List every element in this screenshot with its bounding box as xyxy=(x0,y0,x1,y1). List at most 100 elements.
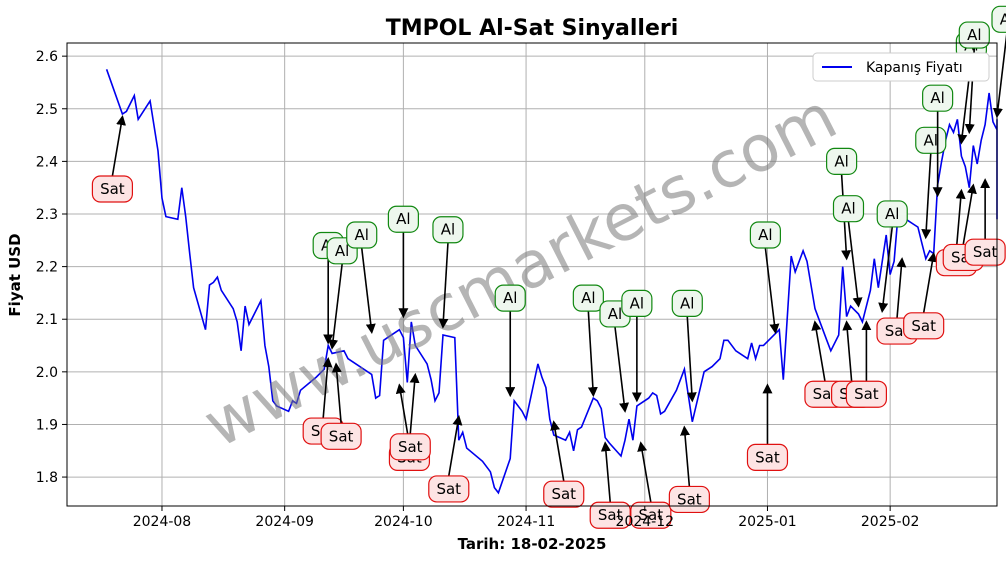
signal-box xyxy=(428,475,470,503)
signal-box xyxy=(387,205,419,233)
signal-box xyxy=(903,312,945,340)
signal-label: Sat xyxy=(551,485,576,503)
signal-label: Al xyxy=(503,289,517,307)
signal-arrow xyxy=(764,247,780,334)
signal-box xyxy=(826,147,858,175)
signal-label: Al xyxy=(924,131,938,149)
signal-arrow xyxy=(587,311,598,398)
signal-label: Sat xyxy=(100,180,125,198)
signal-box xyxy=(964,238,1006,266)
y-tick-label: 1.8 xyxy=(36,470,58,486)
signal-arrow xyxy=(614,326,630,413)
x-tick-label: 2025-02 xyxy=(861,514,920,530)
signal-box xyxy=(958,21,990,49)
legend-label: Kapanış Fiyatı xyxy=(866,60,963,76)
signal-label: Al xyxy=(834,152,848,170)
x-tick-label: 2025-01 xyxy=(738,514,797,530)
signal-label: Al xyxy=(335,242,349,260)
sell-signal: Sat xyxy=(589,441,631,529)
buy-signal: Al xyxy=(432,216,464,329)
buy-signal: Al xyxy=(599,300,631,413)
buy-signal: Al xyxy=(832,195,865,308)
signal-box xyxy=(832,195,865,223)
signal-box xyxy=(389,433,431,461)
y-tick-label: 1.9 xyxy=(36,417,58,433)
signal-box xyxy=(543,480,585,508)
legend-box xyxy=(812,52,990,82)
x-tick-label: 2024-10 xyxy=(374,514,433,530)
signal-label: Al xyxy=(967,26,981,44)
signal-label: Sat xyxy=(854,385,879,403)
sell-signal: Sat xyxy=(630,441,672,529)
signal-label: Sat xyxy=(677,490,702,508)
buy-signal: Al xyxy=(922,84,954,198)
grid xyxy=(67,43,997,506)
signal-label: Al xyxy=(1000,10,1006,28)
y-tick-label: 2.2 xyxy=(36,260,58,276)
signal-box xyxy=(671,289,703,318)
signal-arrow xyxy=(962,183,977,245)
signal-arrow xyxy=(600,441,612,503)
signal-box xyxy=(876,200,908,228)
signal-arrow xyxy=(409,372,420,434)
signal-label: Sat xyxy=(436,480,461,498)
x-tick-label: 2024-12 xyxy=(616,514,675,530)
signal-label: Sat xyxy=(755,448,780,466)
sell-signal: Sat xyxy=(903,251,945,340)
signal-arrow xyxy=(111,115,126,177)
signal-arrow xyxy=(680,425,691,487)
y-tick-label: 2.1 xyxy=(36,312,58,328)
buy-signal: Al xyxy=(494,284,526,398)
signal-box xyxy=(749,221,781,249)
signal-box xyxy=(494,284,526,312)
buy-signal: Al xyxy=(572,284,604,398)
y-axis-label: Fiyat USD xyxy=(6,233,24,316)
sell-signal: Sat xyxy=(746,383,789,471)
signal-arrow xyxy=(637,441,652,503)
signal-box xyxy=(320,422,362,450)
buy-signal: Al xyxy=(991,5,1006,119)
y-tick-label: 2.4 xyxy=(36,154,58,170)
signal-arrow xyxy=(921,153,932,240)
x-tick-label: 2024-09 xyxy=(255,514,314,530)
signal-arrow xyxy=(811,320,826,382)
signal-arrow xyxy=(550,420,565,482)
signal-label: Al xyxy=(841,200,855,218)
signal-box xyxy=(922,84,954,112)
signal-label: Al xyxy=(630,294,644,312)
signal-box xyxy=(621,289,653,318)
y-tick-label: 2.3 xyxy=(36,207,58,223)
signal-arrow xyxy=(842,320,853,382)
axis-ticks: 1.8 1.9 2.0 2.1 2.2 2.3 2.4 2.5 2.6 2024-08 2024-0… xyxy=(36,49,920,530)
sell-signal: Sat xyxy=(389,372,431,461)
legend: Kapanış Fiyatı xyxy=(812,52,990,82)
signal-label: Al xyxy=(930,89,944,107)
sell-signal: Sat xyxy=(91,115,134,203)
signal-label: Al xyxy=(396,210,410,228)
signal-label: Sat xyxy=(911,317,936,335)
buy-signal: Al xyxy=(671,289,703,403)
x-tick-label: 2024-11 xyxy=(497,514,556,530)
signal-label: Sat xyxy=(329,427,354,445)
y-tick-label: 2.6 xyxy=(36,49,58,65)
sell-signal: Sat xyxy=(543,420,585,508)
buy-signal: Al xyxy=(346,221,378,334)
signal-arrow xyxy=(686,316,697,403)
signal-box xyxy=(630,501,672,529)
signal-arrow xyxy=(922,251,938,313)
signal-label: Sat xyxy=(598,506,623,524)
buy-signal: Al xyxy=(876,200,908,313)
signal-arrow xyxy=(331,362,342,424)
sell-signal: Sat xyxy=(428,414,470,503)
signal-label: Al xyxy=(608,305,622,323)
signal-box xyxy=(432,216,464,244)
signal-label: Al xyxy=(680,294,694,312)
x-axis-label: Tarih: 18-02-2025 xyxy=(458,535,607,553)
signal-annotations: Sat Al Al Sat Sat Al Al Sat Sat Al Sat Al Sat Al Sat Al… xyxy=(91,5,1006,529)
signal-box xyxy=(572,284,604,312)
signal-box xyxy=(746,443,789,471)
plot-frame xyxy=(66,42,998,507)
signal-label: Al xyxy=(581,289,595,307)
